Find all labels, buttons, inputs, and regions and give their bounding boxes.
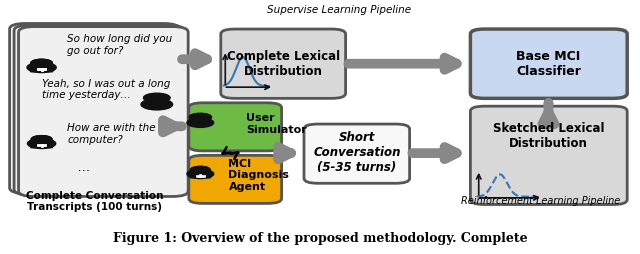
FancyArrowPatch shape <box>222 147 230 154</box>
Circle shape <box>191 166 210 173</box>
Circle shape <box>191 166 210 173</box>
Circle shape <box>31 136 52 143</box>
FancyBboxPatch shape <box>304 124 410 183</box>
Circle shape <box>145 95 168 103</box>
Text: User
Simulator: User Simulator <box>246 113 307 135</box>
Text: Short
Conversation
(5-35 turns): Short Conversation (5-35 turns) <box>314 131 401 174</box>
FancyBboxPatch shape <box>10 23 179 193</box>
Circle shape <box>141 99 173 110</box>
FancyBboxPatch shape <box>19 27 188 197</box>
Circle shape <box>27 62 56 73</box>
FancyBboxPatch shape <box>14 25 184 195</box>
FancyBboxPatch shape <box>221 29 346 98</box>
Circle shape <box>143 93 170 103</box>
Text: Figure 1: Overview of the proposed methodology. Complete: Figure 1: Overview of the proposed metho… <box>113 232 527 245</box>
FancyBboxPatch shape <box>189 103 282 151</box>
Text: Yeah, so I was out a long
time yesterday…: Yeah, so I was out a long time yesterday… <box>42 78 170 100</box>
Circle shape <box>28 139 56 149</box>
Text: Supervise Learning Pipeline: Supervise Learning Pipeline <box>267 5 412 15</box>
Text: Complete Conversation
Transcripts (100 turns): Complete Conversation Transcripts (100 t… <box>26 191 163 212</box>
FancyBboxPatch shape <box>470 29 627 98</box>
Circle shape <box>31 59 52 67</box>
Circle shape <box>187 169 214 179</box>
FancyBboxPatch shape <box>189 155 282 203</box>
Circle shape <box>31 136 52 143</box>
Circle shape <box>145 95 168 103</box>
Text: How are with the
computer?: How are with the computer? <box>67 123 156 145</box>
Circle shape <box>31 59 52 67</box>
Polygon shape <box>188 173 212 178</box>
Circle shape <box>189 113 212 121</box>
FancyArrowPatch shape <box>230 152 239 159</box>
Circle shape <box>187 118 214 128</box>
Text: Complete Lexical
Distribution: Complete Lexical Distribution <box>227 50 340 78</box>
FancyBboxPatch shape <box>470 106 627 204</box>
Circle shape <box>191 115 210 122</box>
Text: Reinforcement Learning Pipeline: Reinforcement Learning Pipeline <box>461 196 620 206</box>
Polygon shape <box>29 143 54 148</box>
Text: …: … <box>77 161 90 174</box>
Circle shape <box>191 115 210 122</box>
Text: So how long did you
go out for?: So how long did you go out for? <box>67 34 172 56</box>
Text: Sketched Lexical
Distribution: Sketched Lexical Distribution <box>493 122 604 150</box>
Text: MCI
Diagnosis
Agent: MCI Diagnosis Agent <box>228 159 289 192</box>
Text: Base MCI
Classifier: Base MCI Classifier <box>516 50 581 78</box>
Polygon shape <box>28 67 55 72</box>
